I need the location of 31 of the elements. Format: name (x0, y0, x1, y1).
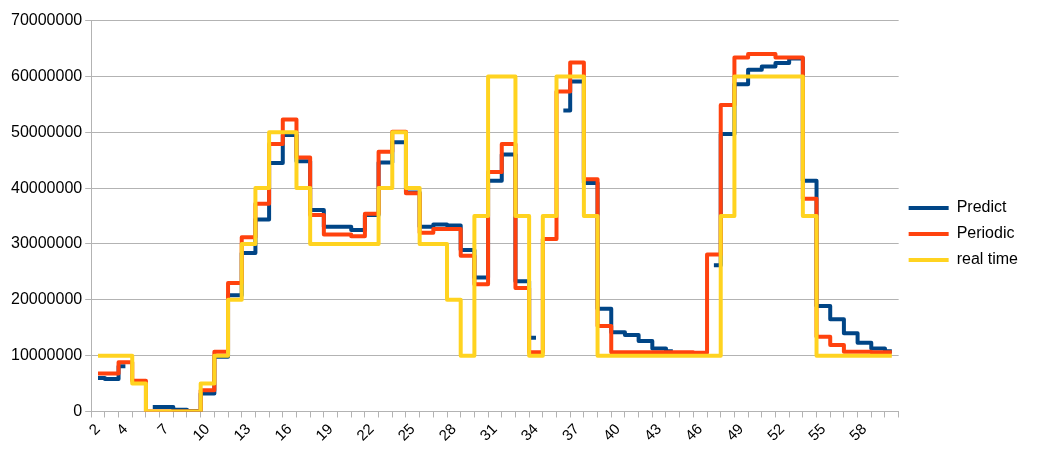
x-tick-label: 2 (85, 419, 104, 438)
x-tick-label: 58 (845, 419, 870, 444)
x-tick-label: 4 (112, 419, 131, 438)
x-tick-label: 52 (763, 419, 788, 444)
x-tick-label: 34 (517, 419, 542, 444)
y-tick-label: 20000000 (11, 290, 83, 308)
legend-label: Periodic (956, 224, 1015, 242)
x-tick-label: 16 (270, 419, 295, 444)
x-tick-label: 46 (681, 419, 706, 444)
y-tick-label: 30000000 (11, 234, 83, 252)
x-tick-label: 40 (599, 419, 624, 444)
y-tick-label: 70000000 (11, 11, 83, 29)
legend-label: real time (956, 250, 1019, 268)
y-tick-label: 10000000 (11, 346, 83, 364)
x-tick-label: 49 (722, 419, 747, 444)
y-tick-label: 40000000 (11, 178, 83, 196)
x-tick-label: 25 (394, 419, 418, 444)
x-tick-label: 7 (153, 419, 172, 438)
x-tick-label: 43 (640, 419, 665, 444)
x-tick-label: 22 (352, 419, 377, 444)
x-tick-label: 28 (435, 419, 459, 444)
x-tick-label: 10 (188, 419, 213, 444)
x-tick-label: 55 (804, 419, 829, 444)
x-tick-label: 31 (476, 419, 500, 444)
y-tick-label: 50000000 (11, 122, 83, 140)
y-tick-label: 0 (73, 401, 83, 419)
x-tick-label: 37 (558, 419, 583, 444)
legend-label: Predict (956, 198, 1007, 216)
y-tick-label: 60000000 (11, 66, 83, 84)
x-tick-label: 19 (311, 419, 336, 444)
x-tick-label: 13 (229, 419, 254, 444)
